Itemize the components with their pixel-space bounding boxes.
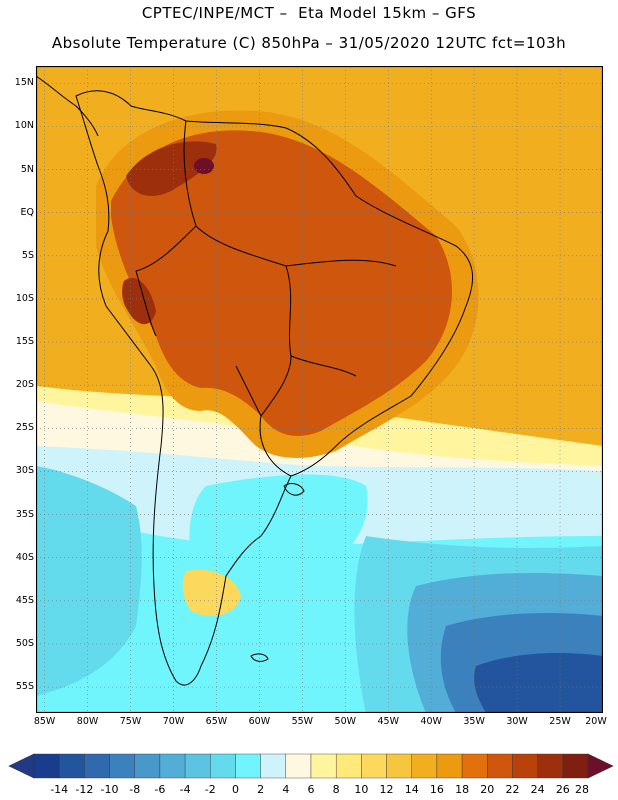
- colorbar-cell: [260, 753, 287, 779]
- colorbar-label: 22: [505, 783, 520, 796]
- colorbar-label: 20: [480, 783, 495, 796]
- temperature-map: [36, 66, 603, 713]
- country-borders: [135, 120, 397, 477]
- lon-label: 35W: [463, 716, 485, 727]
- lat-label: 5N: [20, 163, 34, 175]
- lon-label: 40W: [420, 716, 442, 727]
- lon-label: 30W: [506, 716, 528, 727]
- colorbar-label: -12: [75, 783, 94, 796]
- coastlines: [36, 75, 474, 686]
- colorbar-label: 18: [455, 783, 470, 796]
- lon-label: 85W: [33, 716, 56, 727]
- colorbar-label: -2: [204, 783, 216, 796]
- lat-label: 25S: [15, 422, 34, 434]
- colorbar-cell: [159, 753, 186, 779]
- colorbar-cell: [134, 753, 161, 779]
- map-subtitle: Absolute Temperature (C) 850hPa – 31/05/…: [51, 34, 567, 52]
- field-continent-hot: [111, 130, 453, 436]
- lon-label: 60W: [248, 716, 271, 727]
- lon-label: 25W: [549, 716, 571, 727]
- colorbar-label: -8: [129, 783, 141, 796]
- colorbar-label: 2: [257, 783, 265, 796]
- colorbar-cell: [310, 753, 337, 779]
- colorbar-label: -10: [100, 783, 119, 796]
- lat-label: 35S: [15, 508, 34, 520]
- lon-label: 80W: [76, 716, 99, 727]
- colorbar-label: 0: [231, 783, 239, 796]
- lat-label: 45S: [15, 594, 34, 606]
- colorbar-cell: [512, 753, 538, 779]
- colorbar-label: 24: [530, 783, 545, 796]
- map-frame: [36, 66, 603, 713]
- colorbar-label: 26: [555, 783, 570, 796]
- lon-label: 75W: [119, 716, 142, 727]
- lon-label: 70W: [162, 716, 185, 727]
- lat-label: 40S: [15, 551, 34, 563]
- colorbar-label: 16: [429, 783, 444, 796]
- colorbar-cell: [235, 753, 261, 779]
- colorbar-cell: [436, 753, 463, 779]
- colorbar-cell: [361, 753, 387, 779]
- colorbar-cell: [109, 753, 135, 779]
- field-peak-spot: [194, 158, 214, 174]
- lat-label: 50S: [15, 637, 34, 649]
- colorbar-label: 14: [404, 783, 419, 796]
- colorbar-label: 6: [307, 783, 315, 796]
- lat-label: 5S: [21, 249, 34, 261]
- field-atlantic-cyan: [189, 474, 368, 601]
- falkland-islands: [250, 653, 269, 662]
- colorbar-cells: [33, 753, 589, 779]
- colorbar-cell: [33, 753, 60, 779]
- lat-lon-grid: [36, 66, 603, 713]
- lon-label: 55W: [291, 716, 314, 727]
- colorbar-label: 10: [354, 783, 369, 796]
- lat-label: 10N: [14, 120, 34, 132]
- colorbar-cell: [386, 753, 412, 779]
- colorbar-label: 28: [575, 783, 589, 796]
- colorbar-label: -6: [154, 783, 166, 796]
- south-america-coast: [75, 90, 474, 686]
- colorbar-high-end: [587, 753, 614, 779]
- colorbar-cell: [84, 753, 110, 779]
- colorbar-cell: [58, 753, 85, 779]
- colorbar-label: 12: [379, 783, 394, 796]
- colorbar-cell: [537, 753, 564, 779]
- central-america-coast: [36, 75, 99, 137]
- colorbar-cell: [285, 753, 312, 779]
- lon-label: 20W: [585, 716, 607, 727]
- colorbar-cell: [487, 753, 513, 779]
- colorbar-cell: [335, 753, 362, 779]
- field-deep-blue-band: [474, 653, 603, 713]
- lon-label: 65W: [205, 716, 228, 727]
- lat-label: 55S: [15, 681, 34, 693]
- field-pacific-cyan: [36, 466, 142, 696]
- lat-label: 30S: [15, 465, 34, 477]
- lat-label: EQ: [20, 206, 34, 218]
- colorbar-cell: [184, 753, 211, 779]
- lat-label: 15S: [15, 336, 34, 348]
- colorbar-label: 4: [282, 783, 290, 796]
- lon-label: 50W: [334, 716, 357, 727]
- field-patagonia-warm: [182, 569, 241, 616]
- lon-label: 45W: [377, 716, 399, 727]
- map-title: CPTEC/INPE/MCT – Eta Model 15km – GFS: [141, 4, 477, 22]
- rio-de-la-plata: [283, 483, 305, 496]
- colorbar-label: -14: [50, 783, 69, 796]
- colorbar-cell: [210, 753, 236, 779]
- colorbar-cell: [461, 753, 488, 779]
- lat-label: 10S: [15, 292, 34, 304]
- colorbar-label: -4: [179, 783, 191, 796]
- colorbar-label: 8: [332, 783, 340, 796]
- field-very-hot-north: [126, 141, 217, 196]
- colorbar-cell: [411, 753, 438, 779]
- colorbar-cell: [562, 753, 589, 779]
- lat-label: 15N: [14, 77, 34, 89]
- colorbar-low-end: [8, 753, 35, 779]
- lat-label: 20S: [15, 379, 34, 391]
- colorbar: [8, 753, 614, 779]
